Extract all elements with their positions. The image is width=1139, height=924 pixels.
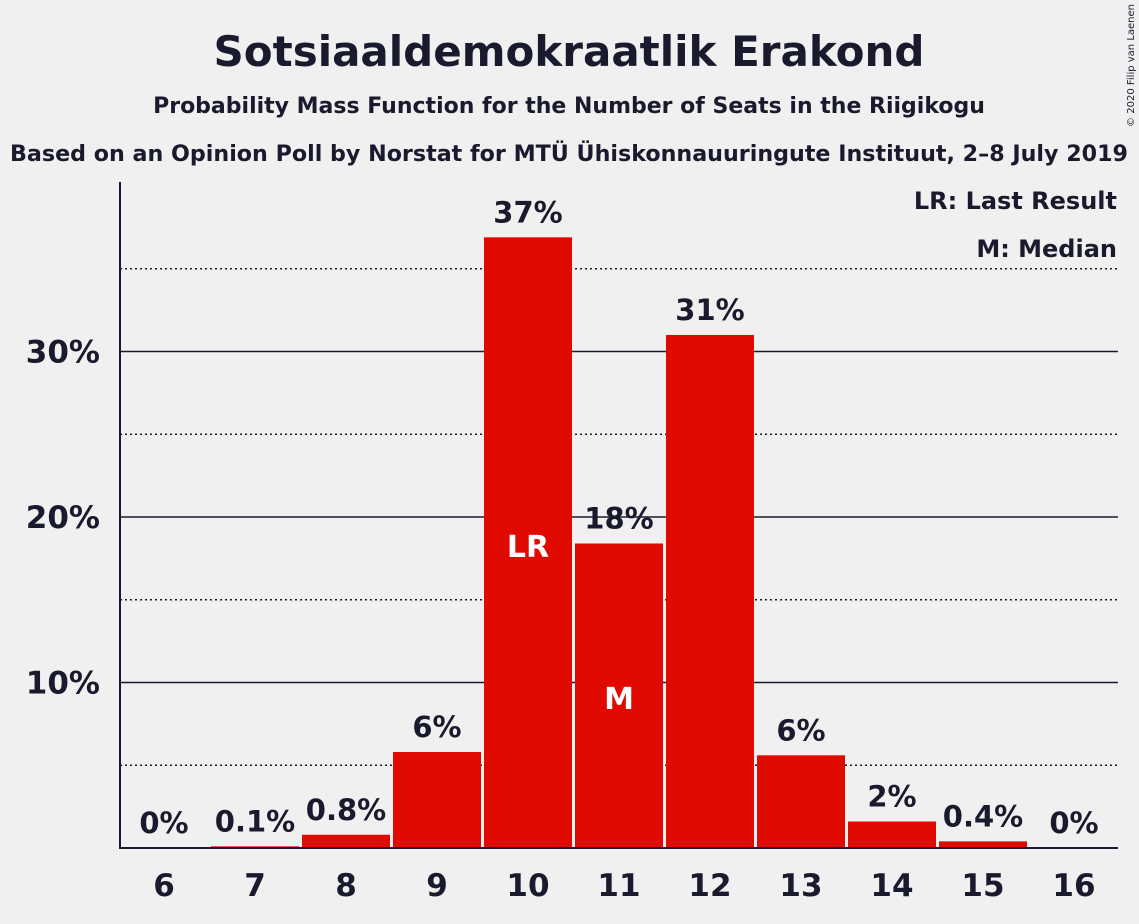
x-tick-label-14: 14 [870, 868, 913, 904]
legend-median: M: Median [976, 235, 1117, 263]
data-label-16: 0% [1049, 806, 1098, 840]
copyright-notice: © 2020 Filip van Laenen [1126, 4, 1137, 127]
x-tick-label-15: 15 [961, 868, 1004, 904]
bar-15 [939, 841, 1027, 848]
legend-last-result: LR: Last Result [914, 187, 1117, 215]
x-tick-label-12: 12 [688, 868, 731, 904]
data-label-13: 6% [776, 713, 825, 747]
x-tick-label-16: 16 [1052, 868, 1095, 904]
x-tick-label-9: 9 [426, 868, 448, 904]
data-label-6: 0% [139, 806, 188, 840]
bar-10 [484, 237, 572, 848]
data-label-12: 31% [675, 293, 744, 327]
bar-12 [666, 334, 754, 848]
bar-11 [575, 543, 663, 848]
y-tick-label: 10% [26, 666, 100, 702]
bar-8 [302, 834, 390, 848]
chart-title: Sotsiaaldemokraatlik Erakond [214, 27, 925, 76]
x-tick-label-10: 10 [506, 868, 549, 904]
x-tick-label-6: 6 [153, 868, 175, 904]
x-tick-label-8: 8 [335, 868, 357, 904]
bar-marker-m: M [604, 682, 634, 717]
data-label-10: 37% [493, 195, 562, 229]
bar-14 [848, 821, 936, 848]
x-tick-label-7: 7 [244, 868, 266, 904]
y-tick-label: 20% [26, 500, 100, 536]
bar-13 [757, 755, 845, 848]
data-label-7: 0.1% [215, 804, 295, 838]
chart-source: Based on an Opinion Poll by Norstat for … [10, 141, 1128, 167]
bar-marker-lr: LR [507, 530, 549, 565]
x-tick-label-11: 11 [597, 868, 640, 904]
labels-layer: 0% 0.1% 0.8% 6% 37% 18% 31% 6% 2% 0.4% 0% LR M [139, 195, 1098, 840]
data-label-11: 18% [584, 501, 653, 535]
axes-layer: 10% 20% 30% 6 7 8 9 10 11 12 13 14 15 16 [26, 182, 1118, 904]
y-tick-label: 30% [26, 335, 100, 371]
x-tick-label-13: 13 [779, 868, 822, 904]
data-label-9: 6% [412, 710, 461, 744]
bars-layer [211, 237, 1027, 848]
chart-subtitle: Probability Mass Function for the Number… [153, 94, 985, 119]
data-label-14: 2% [867, 780, 916, 814]
bar-9 [393, 752, 481, 848]
data-label-15: 0.4% [943, 799, 1023, 833]
data-label-8: 0.8% [306, 793, 386, 827]
